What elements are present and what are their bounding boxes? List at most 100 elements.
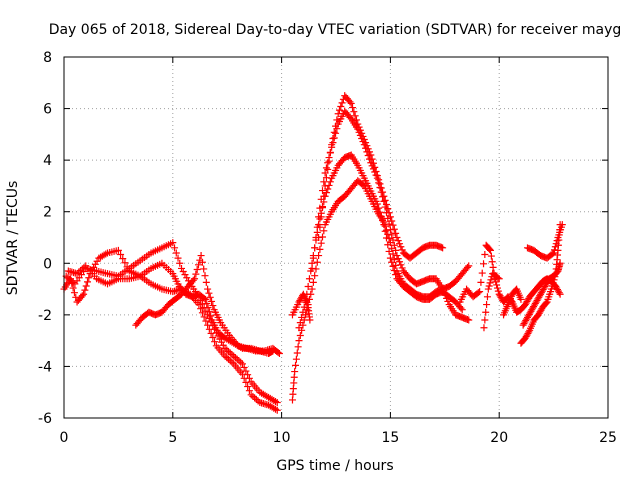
x-tick-label: 15 [381,430,399,446]
data-point [465,262,473,270]
data-point [548,282,556,290]
data-point [393,234,401,241]
data-point [119,255,127,263]
data-point [209,334,217,342]
data-point [349,104,357,112]
data-point [306,316,314,324]
data-point [550,249,558,257]
data-point [484,285,492,293]
data-point [181,271,189,279]
data-point [486,246,494,254]
data-point [398,246,406,254]
y-tick-label: 0 [43,256,52,272]
data-point [390,225,398,233]
data-point [294,343,302,351]
data-point [495,275,503,283]
data-point [396,240,404,248]
data-point [390,241,398,249]
data-point [393,252,401,260]
data-point [487,276,495,284]
data-point [324,159,332,167]
data-point [291,368,299,376]
data-point [205,308,213,316]
data-point [225,355,233,363]
data-point [379,188,387,196]
data-point [366,148,374,156]
data-point [356,126,364,134]
data-point [292,361,300,369]
data-point [295,324,303,332]
data-point [388,231,396,239]
data-point [244,371,252,379]
data-point [377,212,385,220]
data-point [481,251,489,259]
data-point [440,288,448,296]
data-point [386,213,394,221]
data-point [235,357,243,365]
data-point [478,269,486,277]
x-tick-label: 0 [60,430,69,446]
data-point [397,243,405,251]
data-point [329,134,337,142]
series-track-13 [519,259,564,329]
data-point [443,294,451,302]
data-point [292,355,300,363]
data-point [396,258,404,266]
data-point [201,272,209,280]
data-point [321,169,329,177]
data-point [317,239,325,247]
data-point [223,354,231,362]
data-point [335,106,343,114]
data-point [379,216,387,224]
data-point [70,289,78,297]
data-point [172,249,180,257]
data-point [392,229,400,237]
data-point [273,406,281,414]
data-point [553,237,561,245]
data-point [388,258,396,266]
data-point [489,263,497,271]
data-point [465,316,473,324]
data-point [121,259,129,267]
data-point [338,99,346,107]
series-track-14 [523,221,566,262]
data-point [326,149,334,157]
data-point [201,295,209,303]
data-point [209,302,217,310]
data-point [485,282,493,290]
data-point [321,182,329,190]
data-point [346,113,354,121]
data-point [208,297,216,305]
data-point [486,279,494,287]
data-point [337,103,345,111]
data-point [548,250,556,258]
data-point [245,374,253,382]
data-point [388,217,396,225]
y-tick-label: 2 [43,205,52,221]
data-point [245,387,253,395]
data-point [552,240,560,248]
data-point [352,116,360,124]
data-point [330,128,338,136]
data-point [549,279,557,287]
data-point [376,208,384,216]
data-point [346,98,354,106]
data-point [556,290,564,298]
data-point [305,275,313,283]
data-point [457,304,465,312]
data-point [308,285,316,293]
data-point [377,184,385,192]
grid-lines [64,57,608,418]
data-point [228,351,236,359]
data-point [384,205,392,213]
data-point [192,270,200,278]
data-point [362,139,370,147]
data-point [375,204,383,212]
data-point [237,358,245,366]
data-point [398,264,406,272]
data-point [386,254,394,262]
data-point [517,295,525,303]
data-point [350,108,358,116]
data-point [311,244,319,252]
data-point [558,221,566,229]
